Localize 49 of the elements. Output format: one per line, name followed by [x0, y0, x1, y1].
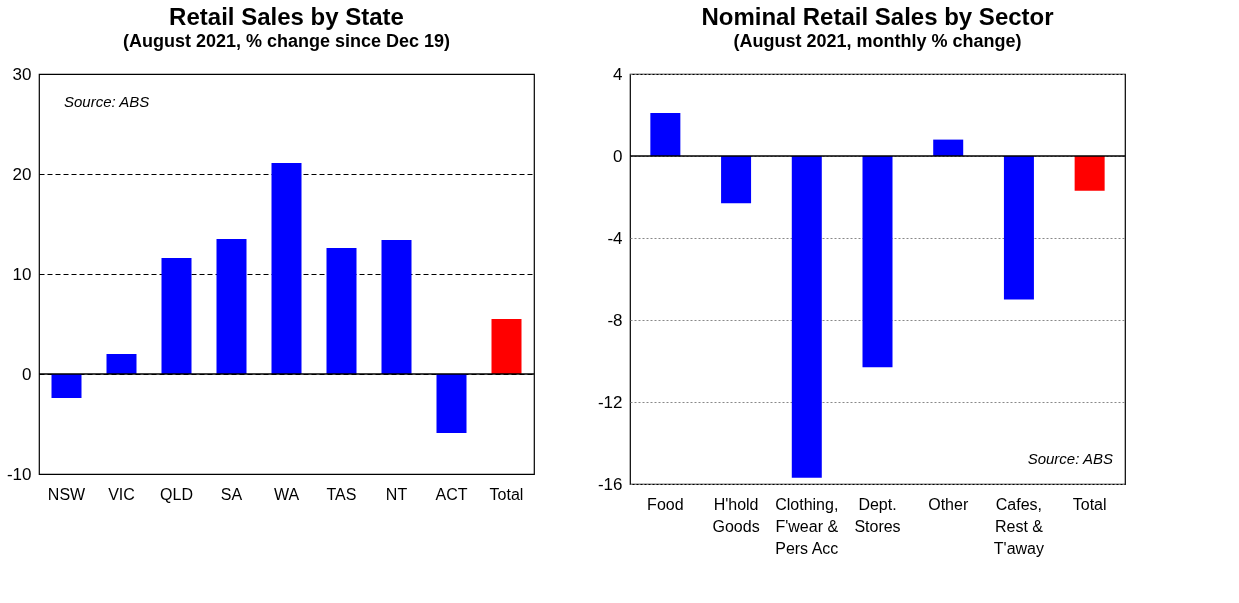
y-tick-label: -4 — [607, 228, 623, 248]
x-tick-label: SA — [220, 485, 243, 503]
bar — [436, 374, 467, 433]
chart-title: Nominal Retail Sales by Sector — [701, 3, 1054, 30]
y-tick-label: -16 — [597, 474, 623, 494]
bar — [51, 374, 82, 398]
bar — [216, 239, 247, 374]
y-tick-label: -8 — [607, 310, 623, 330]
bar — [721, 156, 752, 204]
x-tick-label: Total — [489, 485, 524, 503]
x-tick-label: H'hold Goods — [712, 495, 760, 535]
bar — [862, 156, 893, 368]
bar — [271, 163, 302, 374]
bar — [933, 139, 964, 156]
x-tick-label: TAS — [326, 485, 357, 503]
bar — [1003, 156, 1034, 300]
y-tick-label: 0 — [22, 364, 32, 384]
y-tick-label: 0 — [613, 146, 623, 166]
y-tick-label: 10 — [12, 264, 32, 284]
x-tick-label: Total — [1072, 495, 1107, 513]
bar — [381, 240, 412, 374]
annotation: Source: ABS — [64, 93, 150, 110]
bar — [791, 156, 822, 478]
bar — [161, 258, 192, 374]
x-tick-label: ACT — [435, 485, 468, 503]
bar — [491, 319, 522, 374]
chart-title: Retail Sales by State — [169, 3, 404, 30]
x-tick-label: Food — [647, 495, 684, 513]
x-tick-label: Clothing, F'wear & Pers Acc — [775, 495, 839, 557]
x-tick-label: Dept. Stores — [854, 495, 901, 535]
y-tick-label: -12 — [597, 392, 623, 412]
x-tick-label: NSW — [47, 485, 87, 503]
y-tick-label: 20 — [12, 164, 32, 184]
x-tick-label: Other — [928, 495, 969, 513]
y-tick-label: 30 — [12, 64, 32, 84]
y-tick-label: -10 — [6, 464, 32, 484]
bar — [1074, 156, 1105, 191]
x-tick-label: QLD — [160, 485, 193, 503]
bar — [326, 248, 357, 374]
x-tick-label: WA — [273, 485, 300, 503]
x-tick-label: Cafes, Rest & T'away — [993, 495, 1045, 557]
x-tick-label: NT — [385, 485, 408, 503]
bar — [106, 354, 137, 374]
chart-subtitle: (August 2021, monthly % change) — [733, 31, 1022, 51]
y-tick-label: 4 — [613, 64, 623, 84]
bar — [650, 112, 681, 156]
x-tick-label: VIC — [108, 485, 135, 503]
annotation: Source: ABS — [1027, 450, 1113, 467]
chart-subtitle: (August 2021, % change since Dec 19) — [122, 31, 451, 51]
